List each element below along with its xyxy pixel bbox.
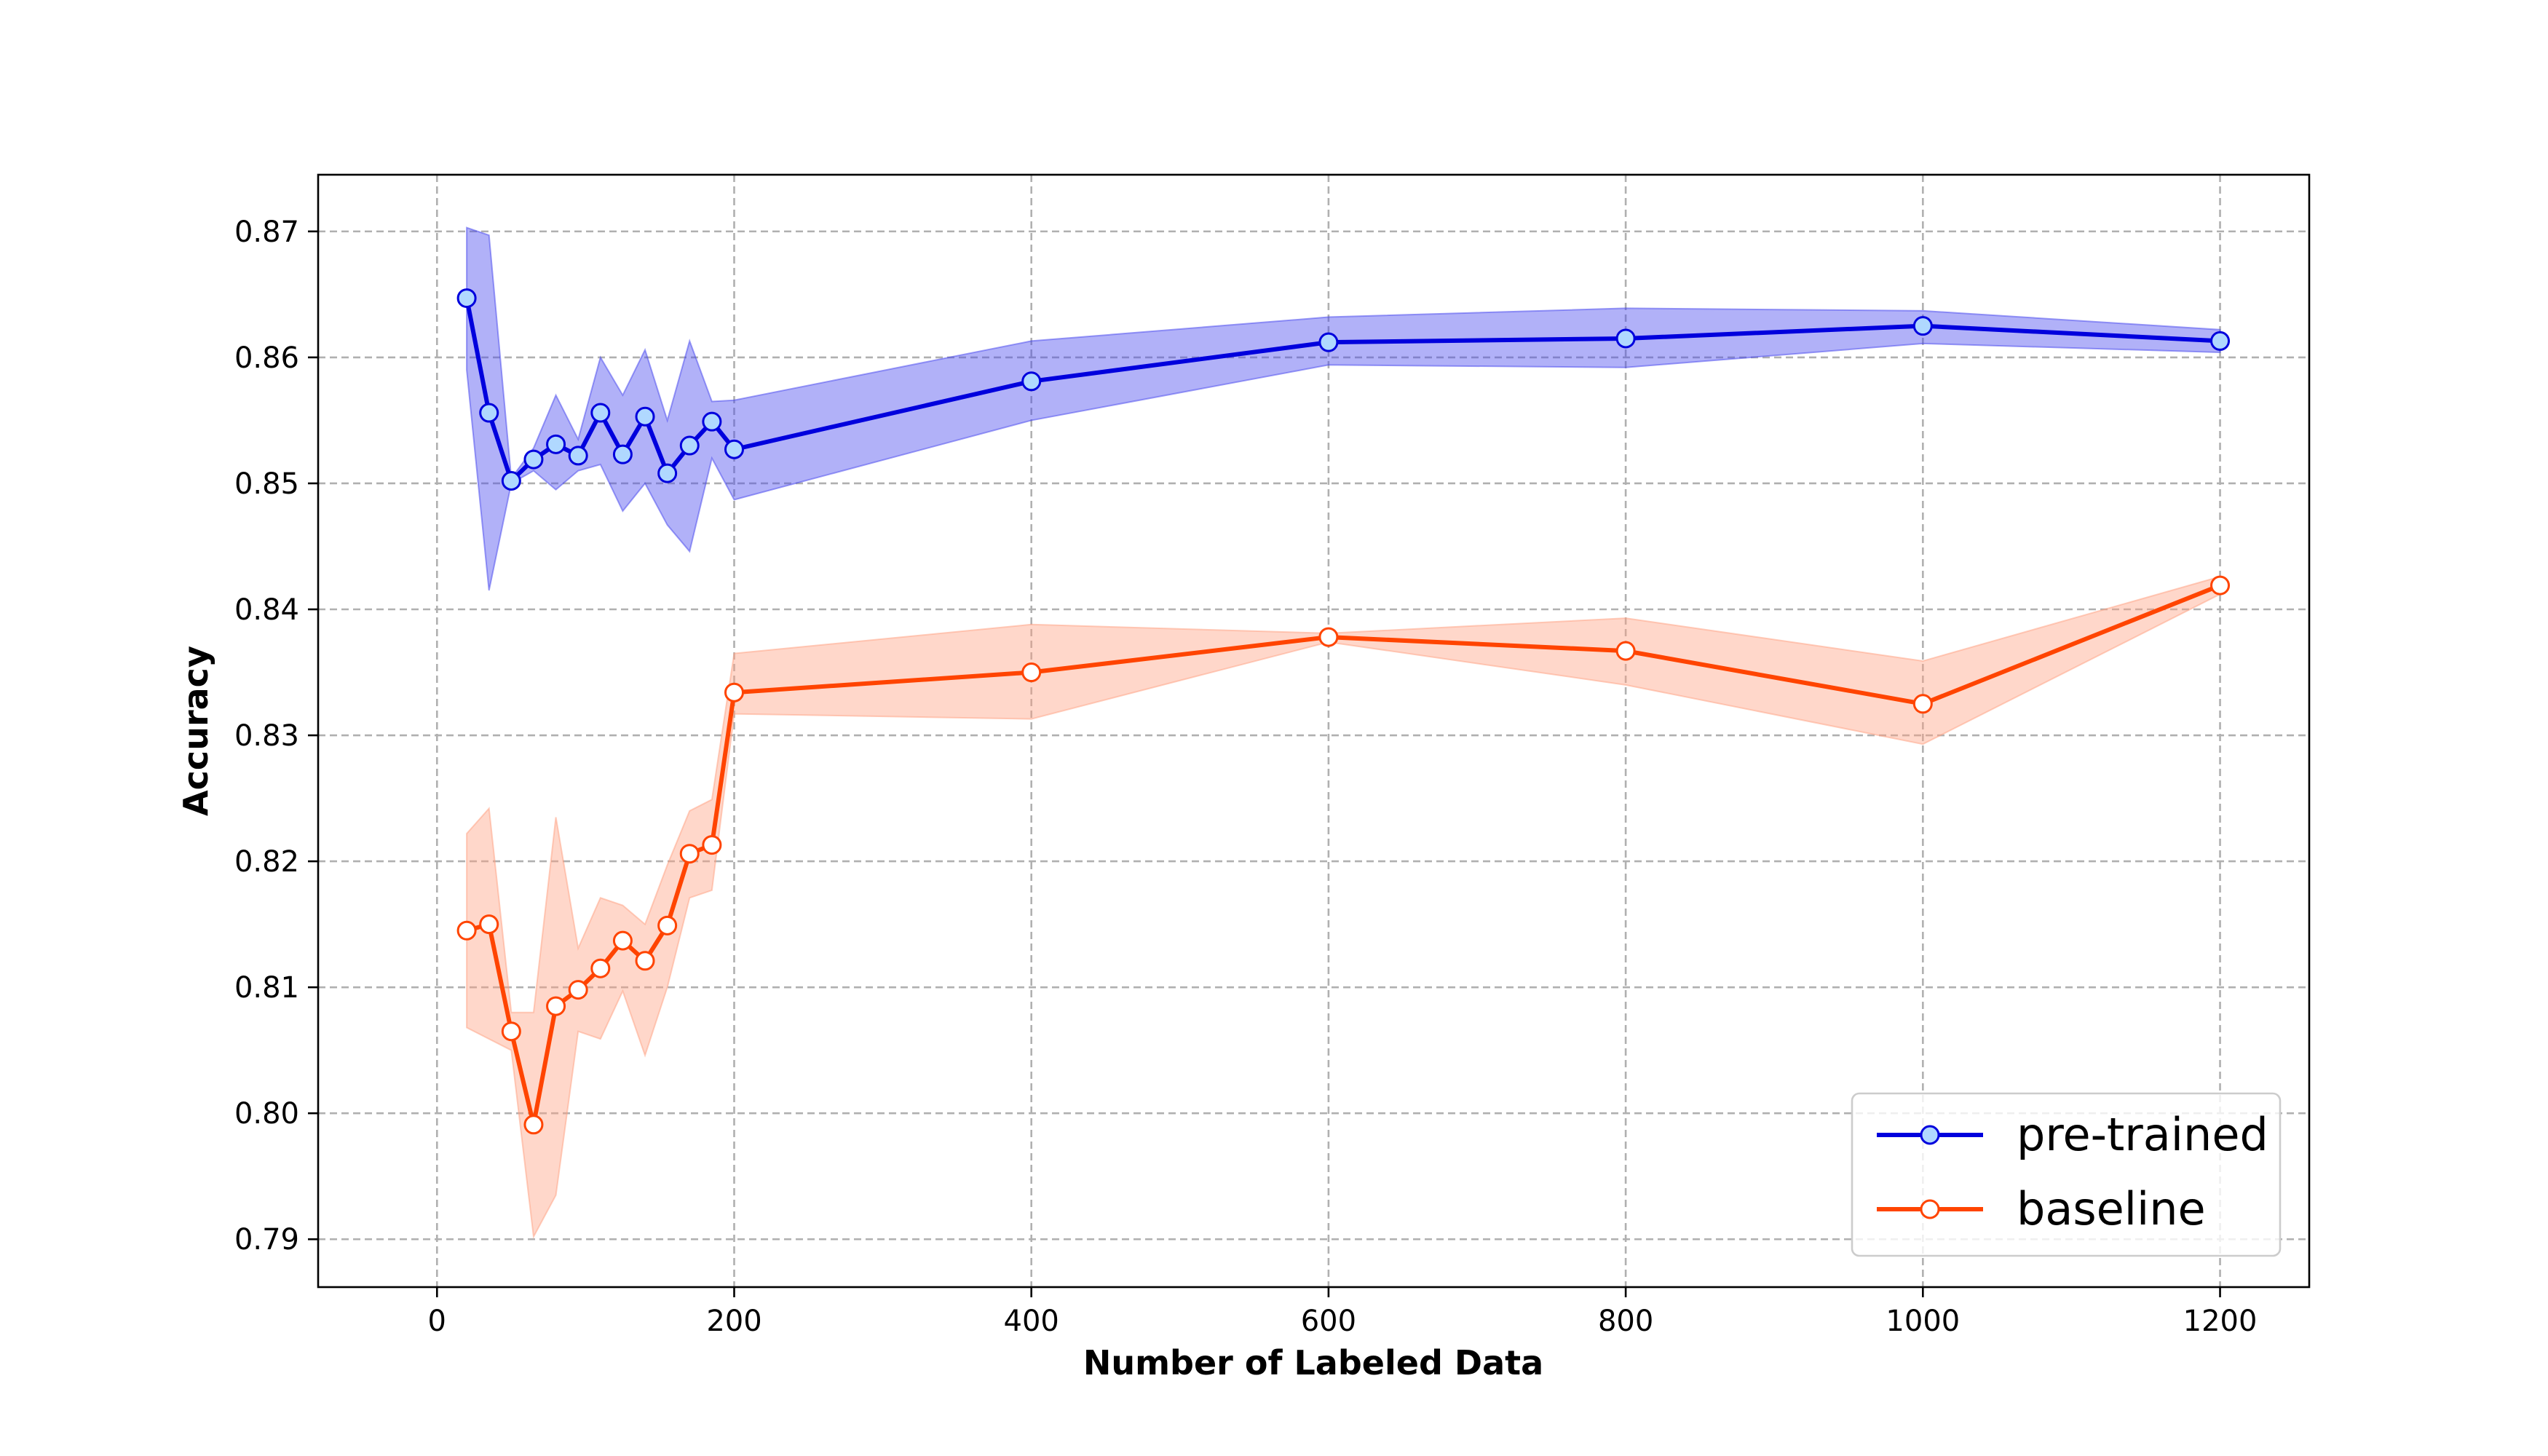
x-axis-title: Number of Labeled Data — [1083, 1343, 1543, 1382]
point-pre-trained — [501, 471, 521, 491]
point-baseline — [479, 914, 499, 935]
point-baseline — [724, 682, 744, 703]
point-baseline — [702, 835, 722, 855]
y-axis-title: Accuracy — [176, 646, 215, 816]
point-baseline — [1021, 662, 1042, 683]
point-pre-trained — [1318, 332, 1339, 352]
point-pre-trained — [1615, 328, 1636, 349]
x-tick-label: 1200 — [2183, 1305, 2258, 1338]
point-baseline — [546, 996, 566, 1016]
y-tick-label: 0.79 — [234, 1223, 299, 1257]
point-baseline — [2210, 575, 2231, 596]
point-baseline — [679, 844, 700, 864]
x-tick-label: 200 — [706, 1305, 761, 1338]
legend-label-pre-trained: pre-trained — [2017, 1108, 2268, 1161]
axis-ticks: 0 200 400 600 800 1000 1200 0.79 0.80 0.81 0.82 0.8… — [234, 215, 2257, 1338]
y-tick-label: 0.81 — [234, 971, 299, 1005]
point-pre-trained — [2210, 331, 2231, 351]
point-baseline — [657, 915, 678, 935]
y-tick-label: 0.80 — [234, 1097, 299, 1131]
point-baseline — [456, 920, 477, 941]
y-tick-label: 0.85 — [234, 467, 299, 501]
x-tick-label: 1000 — [1886, 1305, 1960, 1338]
point-baseline — [501, 1021, 521, 1042]
point-pre-trained — [479, 403, 499, 423]
point-pre-trained — [1021, 371, 1042, 392]
legend-label-baseline: baseline — [2017, 1182, 2206, 1235]
point-baseline — [590, 958, 611, 978]
point-baseline — [635, 951, 655, 971]
y-tick-label: 0.84 — [234, 593, 299, 627]
x-tick-label: 400 — [1004, 1305, 1059, 1338]
point-pre-trained — [590, 403, 611, 423]
x-tick-label: 0 — [428, 1305, 446, 1338]
point-pre-trained — [546, 434, 566, 454]
series-markers — [456, 288, 2231, 1135]
point-baseline — [523, 1115, 544, 1135]
y-tick-label: 0.83 — [234, 719, 299, 753]
point-baseline — [568, 980, 588, 1000]
line-baseline — [466, 583, 2221, 1127]
point-pre-trained — [612, 444, 633, 464]
point-pre-trained — [702, 411, 722, 432]
point-pre-trained — [679, 435, 700, 456]
x-tick-label: 800 — [1598, 1305, 1653, 1338]
point-pre-trained — [1912, 316, 1933, 336]
band-pre-trained — [466, 226, 2221, 591]
point-baseline — [1912, 694, 1933, 714]
x-tick-label: 600 — [1301, 1305, 1356, 1338]
legend-marker-pre-trained — [1920, 1125, 1940, 1145]
plot-frame — [317, 173, 2311, 1289]
point-pre-trained — [523, 449, 544, 470]
point-baseline — [612, 930, 633, 951]
point-pre-trained — [724, 439, 744, 459]
legend-marker-baseline — [1920, 1199, 1940, 1219]
y-tick-label: 0.86 — [234, 341, 299, 375]
point-baseline — [1615, 641, 1636, 661]
point-pre-trained — [568, 446, 588, 466]
y-tick-label: 0.82 — [234, 845, 299, 879]
point-pre-trained — [635, 406, 655, 427]
point-pre-trained — [657, 463, 678, 483]
point-pre-trained — [456, 288, 477, 309]
point-baseline — [1318, 627, 1339, 647]
y-tick-label: 0.87 — [234, 215, 299, 249]
legend: pre-trained baseline — [1851, 1092, 2282, 1257]
